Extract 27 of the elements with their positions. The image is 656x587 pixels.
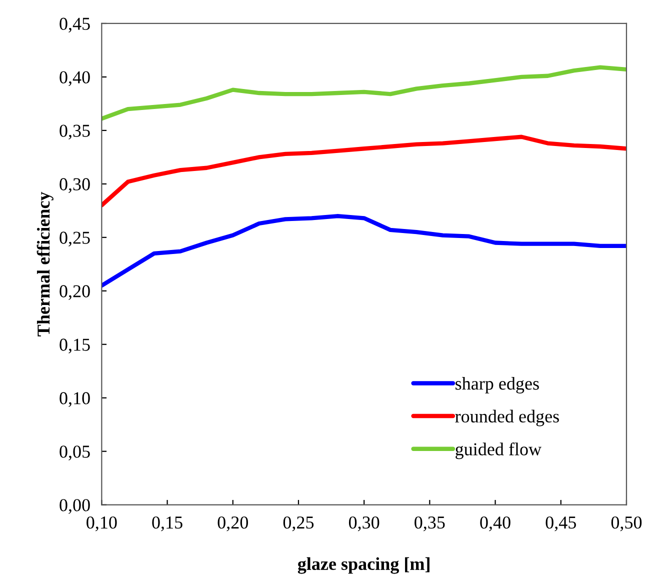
line-series: [102, 65, 626, 121]
y-tick-label: 0,05: [60, 446, 90, 460]
x-tick-label: 0,10: [86, 516, 117, 532]
y-tick-label: 0,40: [60, 71, 90, 86]
y-tick-label: 0,35: [60, 124, 90, 140]
legend-label: sharp edges: [456, 377, 539, 394]
y-tick-label: 0,15: [60, 338, 90, 354]
x-axis-title: glaze spacing [m]: [298, 557, 430, 574]
x-tick-label: 0,35: [414, 516, 445, 532]
line-series: [102, 214, 626, 288]
y-tick-label: 0,30: [60, 178, 90, 193]
x-tick-label: 0,40: [480, 516, 510, 532]
y-tick-label: 0,10: [60, 392, 90, 407]
x-tick-label: 0,50: [611, 516, 642, 532]
x-tick-label: 0,15: [152, 516, 182, 532]
x-tick-label: 0,25: [283, 516, 314, 532]
y-axis-title: Thermal efficiency: [36, 192, 54, 336]
y-tick-label: 0,00: [60, 499, 90, 514]
y-tick-label: 0,25: [60, 232, 90, 246]
legend-label: rounded edges: [455, 410, 559, 426]
y-tick-label: 0,20: [60, 285, 90, 300]
x-tick-label: 0,45: [546, 516, 576, 532]
y-tick-label: 0,45: [60, 18, 90, 33]
x-tick-label: 0,30: [348, 516, 380, 532]
legend-label: guided flow: [456, 442, 542, 460]
line-series: [102, 134, 626, 208]
x-tick-label: 0,20: [218, 516, 248, 532]
